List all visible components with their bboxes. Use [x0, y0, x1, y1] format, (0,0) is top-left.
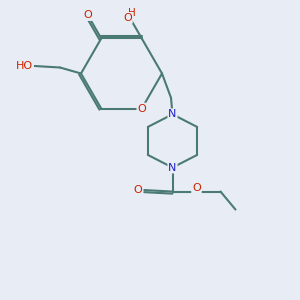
Text: N: N: [168, 109, 177, 119]
Text: HO: HO: [16, 61, 33, 71]
Text: N: N: [168, 163, 177, 172]
Text: O: O: [192, 183, 201, 193]
Text: H: H: [128, 8, 136, 18]
Text: O: O: [83, 10, 92, 20]
Text: O: O: [123, 13, 132, 23]
Text: O: O: [137, 103, 146, 114]
Text: O: O: [134, 185, 142, 195]
